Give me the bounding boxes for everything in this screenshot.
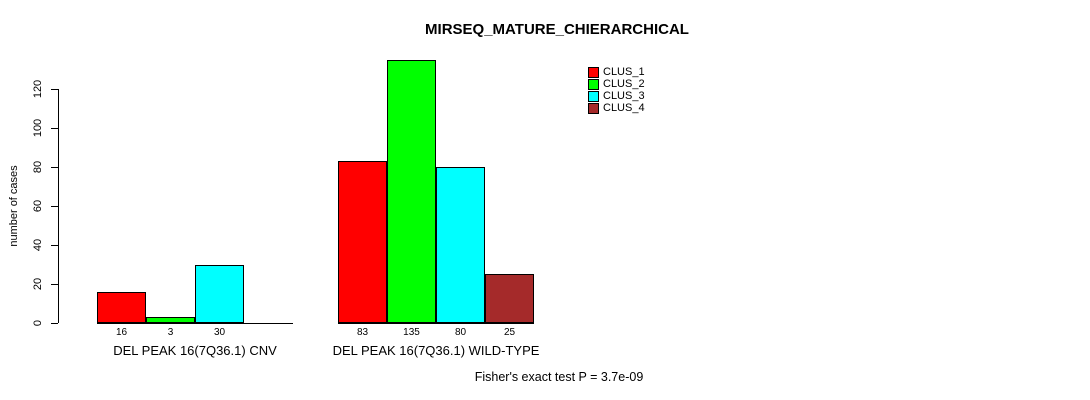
bar-clus_3 [195, 264, 244, 323]
y-tick-label: 100 [32, 118, 44, 138]
y-tick-label: 40 [32, 238, 44, 252]
legend-item: CLUS_4 [588, 102, 645, 114]
x-axis-baseline [338, 323, 534, 324]
legend-label: CLUS_2 [603, 78, 645, 90]
legend-item: CLUS_1 [588, 66, 645, 78]
legend-label: CLUS_3 [603, 90, 645, 102]
y-tick-label: 20 [32, 277, 44, 291]
bar-value-label: 30 [213, 327, 226, 338]
bar-clus_2 [146, 317, 195, 323]
legend-label: CLUS_1 [603, 66, 645, 78]
legend-swatch-icon [588, 66, 599, 78]
y-tick [51, 206, 58, 207]
bar-clus_1 [338, 161, 387, 323]
legend-swatch-icon [588, 90, 599, 102]
legend-swatch-icon [588, 102, 599, 114]
y-tick [51, 323, 58, 324]
legend-item: CLUS_3 [588, 90, 645, 102]
y-tick [51, 167, 58, 168]
y-tick-label: 80 [32, 160, 44, 174]
bar-value-label: 83 [356, 327, 369, 338]
fisher-test-note: Fisher's exact test P = 3.7e-09 [474, 370, 644, 384]
bar-value-label: 3 [167, 327, 174, 338]
bar-clus_2 [387, 59, 436, 323]
legend-swatch-icon [588, 78, 599, 90]
group-label: DEL PEAK 16(7Q36.1) CNV [113, 343, 277, 358]
y-axis-label: number of cases [8, 165, 20, 247]
bar-clus_4 [485, 274, 534, 323]
y-tick [51, 89, 58, 90]
bar-value-label: 16 [115, 327, 128, 338]
y-tick-label: 120 [32, 79, 44, 99]
y-axis-line [58, 89, 59, 323]
y-tick-label: 60 [32, 199, 44, 213]
y-tick [51, 284, 58, 285]
bar-clus_3 [436, 167, 485, 323]
bar-clus_1 [97, 291, 146, 323]
legend-item: CLUS_2 [588, 78, 645, 90]
x-axis-baseline [97, 323, 293, 324]
y-tick [51, 128, 58, 129]
bar-value-label: 80 [454, 327, 467, 338]
bar-value-label: 135 [403, 327, 420, 338]
legend: CLUS_1 CLUS_2 CLUS_3 CLUS_4 [588, 66, 645, 114]
group-label: DEL PEAK 16(7Q36.1) WILD-TYPE [332, 343, 540, 358]
bar-value-label: 25 [503, 327, 516, 338]
y-tick-label: 0 [32, 319, 44, 327]
y-tick [51, 245, 58, 246]
legend-label: CLUS_4 [603, 102, 645, 114]
chart-title: MIRSEQ_MATURE_CHIERARCHICAL [425, 21, 689, 38]
